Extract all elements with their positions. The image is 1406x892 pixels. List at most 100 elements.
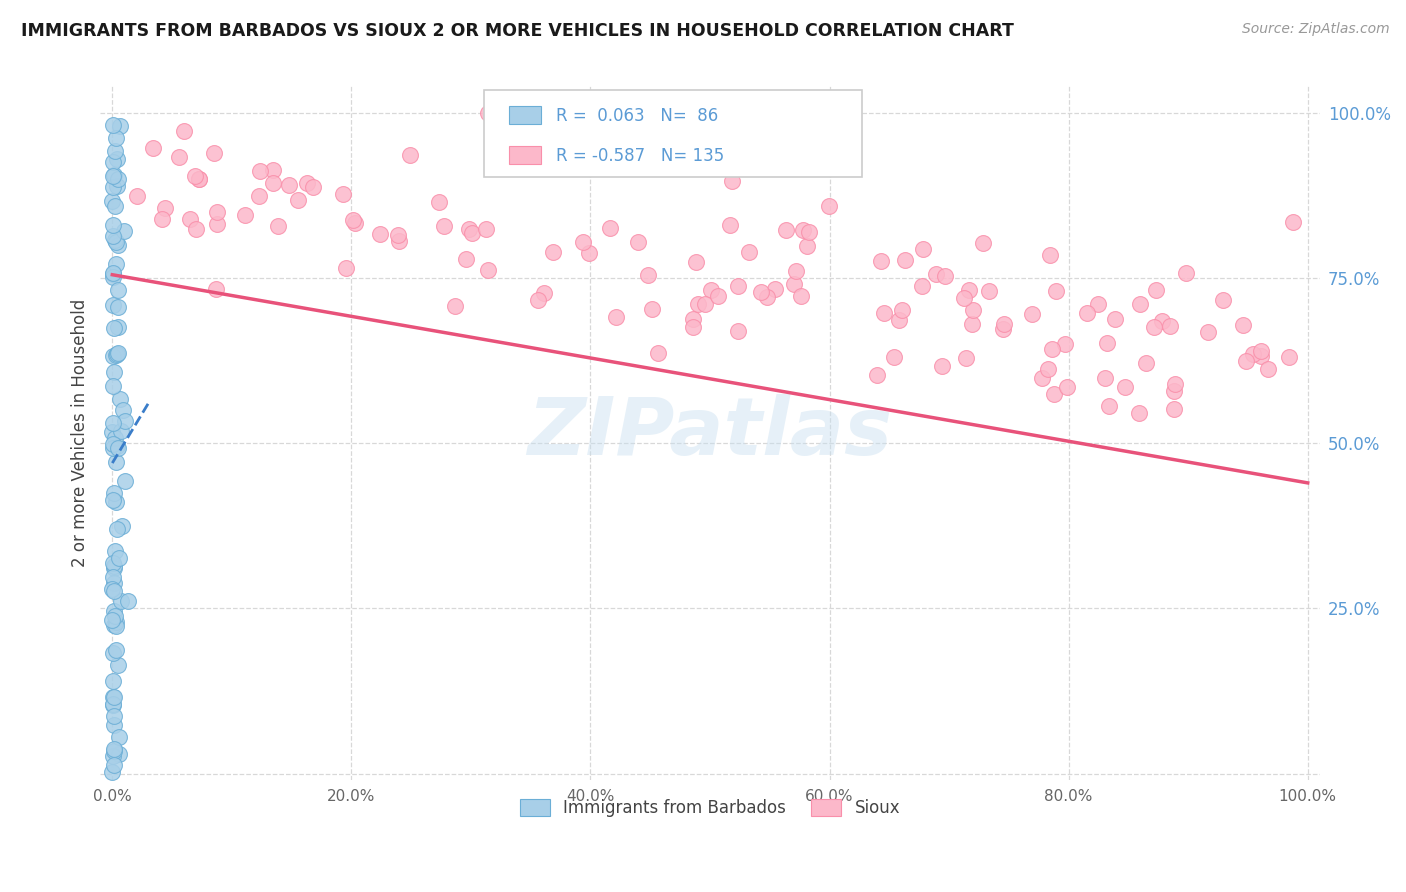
Point [101,748,124,763]
Point [796,239,818,253]
Point [1143,319,1166,334]
Point [103,584,125,599]
Point [1163,376,1185,391]
Point [342,213,364,227]
Point [477,262,499,277]
Point [1094,370,1116,384]
Point [205,204,228,219]
Point [103,690,125,704]
Point [101,154,124,169]
Point [107,283,129,297]
Point [925,267,948,281]
Point [150,211,173,226]
Point [693,297,716,311]
Point [103,744,125,758]
Point [727,278,749,293]
Point [700,283,723,297]
Point [101,218,124,232]
Point [934,268,956,283]
Point [107,441,129,455]
Point [1135,356,1157,370]
Point [101,765,124,780]
Point [1159,319,1181,334]
Point [125,188,148,202]
Point [707,289,730,303]
Point [108,550,131,565]
Point [107,238,129,252]
Point [682,319,704,334]
Point [101,441,124,455]
Point [103,366,125,380]
Point [682,312,704,326]
Point [103,169,125,183]
Point [368,227,391,242]
Point [332,187,354,202]
Point [103,485,125,500]
Point [1129,297,1152,311]
Point [101,229,124,244]
Point [433,219,456,233]
Point [457,222,479,236]
Point [399,147,422,161]
Point [278,178,301,193]
Point [103,576,125,591]
Text: IMMIGRANTS FROM BARBADOS VS SIOUX 2 OR MORE VEHICLES IN HOUSEHOLD CORRELATION CH: IMMIGRANTS FROM BARBADOS VS SIOUX 2 OR M… [21,22,1014,40]
Point [103,604,125,618]
Point [104,130,127,145]
Point [101,298,124,312]
Point [891,303,914,318]
Point [962,317,984,331]
Point [1104,312,1126,326]
FancyBboxPatch shape [509,146,541,163]
Point [110,594,132,608]
Point [101,690,124,705]
Point [685,255,707,269]
Point [751,285,773,299]
Point [1038,362,1060,376]
Point [104,431,127,445]
Point [541,244,564,259]
Point [627,235,650,250]
Point [105,347,128,361]
Point [101,180,124,194]
Point [533,285,555,300]
Point [287,194,309,208]
Point [183,169,205,183]
Point [103,321,125,335]
Point [605,310,627,325]
Point [388,235,411,249]
Point [1053,337,1076,351]
Point [931,359,953,373]
Point [911,279,934,293]
Point [444,299,467,313]
Point [107,747,129,761]
Point [101,646,124,660]
Point [865,368,887,382]
Point [755,290,778,304]
Point [797,225,820,239]
Point [1087,297,1109,311]
Point [977,284,1000,298]
Text: Source: ZipAtlas.com: Source: ZipAtlas.com [1241,22,1389,37]
Point [101,697,124,711]
Point [104,608,127,623]
Point [249,164,271,178]
Point [1282,215,1305,229]
Point [107,171,129,186]
Point [117,594,139,608]
Point [1278,351,1301,365]
Point [1144,283,1167,297]
Point [461,226,484,240]
Point [953,291,976,305]
Point [343,216,366,230]
Point [101,673,124,688]
Point [103,708,125,723]
Point [233,208,256,222]
Point [1197,325,1219,339]
Point [262,163,284,178]
Point [114,475,136,489]
Point [105,178,128,193]
Point [1128,406,1150,420]
Point [959,283,981,297]
Point [720,174,742,188]
